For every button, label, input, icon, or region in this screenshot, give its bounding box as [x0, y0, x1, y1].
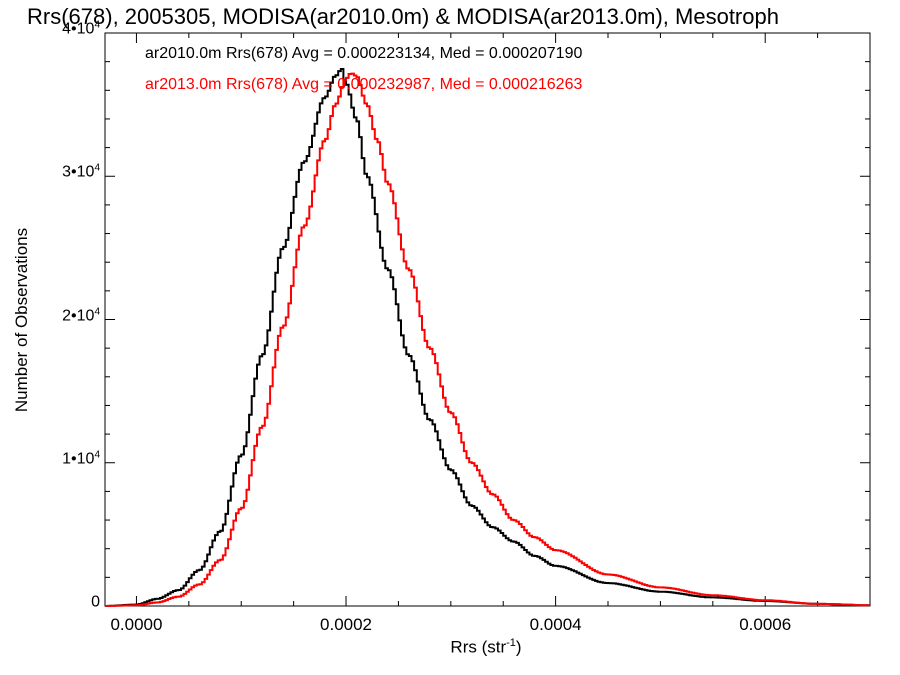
- x-tick-label: 0.0004: [529, 615, 582, 634]
- x-axis-label: Rrs (str-1): [450, 637, 521, 658]
- y-tick-label: 3•104: [62, 162, 100, 181]
- x-axis-label-tail: ): [515, 637, 522, 657]
- axis-ticks: [105, 32, 871, 607]
- y-tick-label: 2•104: [62, 305, 100, 325]
- chart-title: Rrs(678), 2005305, MODISA(ar2010.0m) & M…: [27, 4, 779, 29]
- y-axis-label: Number of Observations: [12, 227, 31, 413]
- legend-entry-ar2010: ar2010.0m Rrs(678) Avg = 0.000223134, Me…: [145, 45, 583, 62]
- plot-area-frame: [104, 32, 871, 607]
- series-line-ar2013: [105, 72, 870, 607]
- x-tick-label: 0.0002: [320, 615, 373, 634]
- y-tick-label: 0: [91, 593, 100, 611]
- x-tick-label: 0.0000: [110, 615, 163, 634]
- y-tick-label: 4•104: [62, 19, 100, 38]
- series-line-ar2010: [105, 68, 870, 607]
- x-axis-label-text: Rrs (str: [450, 637, 507, 657]
- y-tick-label: 1•104: [62, 449, 100, 468]
- x-tick-label: 0.0006: [739, 615, 792, 634]
- x-axis-label-exponent: -1: [506, 637, 516, 649]
- series-layer: [105, 68, 870, 607]
- legend-entry-ar2013: ar2013.0m Rrs(678) Avg = 0.000232987, Me…: [145, 76, 583, 93]
